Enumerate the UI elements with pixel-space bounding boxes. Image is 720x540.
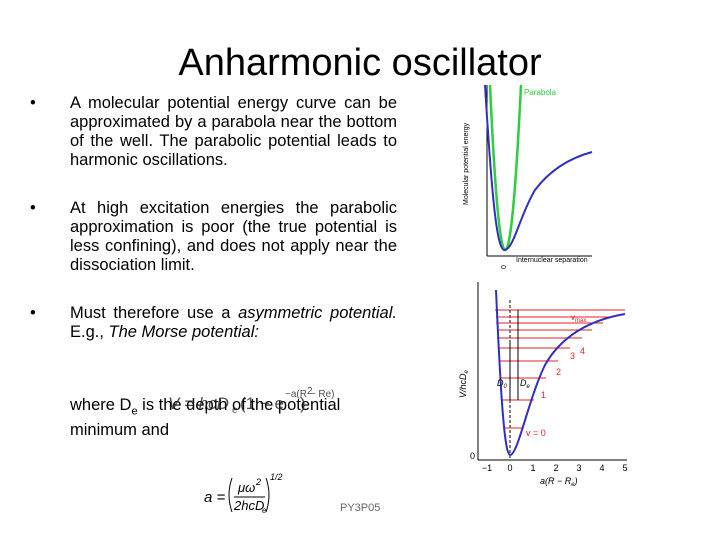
text-segment: Must therefore use a bbox=[70, 304, 239, 322]
axis-label: Molecular potential energy bbox=[463, 122, 470, 205]
subscript: e bbox=[131, 405, 138, 418]
subscript: e bbox=[527, 384, 531, 390]
x-tick-label: 3 bbox=[576, 463, 581, 473]
x-tick-label: 4 bbox=[599, 463, 604, 473]
x-tick-label: 2 bbox=[553, 463, 558, 473]
subscript: 0 bbox=[504, 384, 508, 390]
text-segment: D bbox=[520, 378, 527, 388]
legend-label: Parabola bbox=[524, 88, 557, 97]
level-label: vmax bbox=[571, 313, 586, 324]
text-segment: D bbox=[497, 378, 504, 388]
x-tick-label: 1 bbox=[530, 463, 535, 473]
axis-label: Internuclear separation bbox=[516, 257, 588, 264]
bullet-text: A molecular potential energy curve can b… bbox=[30, 94, 397, 170]
formula-part: 2 bbox=[255, 477, 261, 487]
level-label: 2 bbox=[556, 367, 561, 377]
text-segment: ) bbox=[574, 476, 578, 486]
level-label: 1 bbox=[541, 390, 546, 400]
bullet-text: At high excitation energies the paraboli… bbox=[30, 199, 397, 275]
level-label: v = 0 bbox=[526, 428, 546, 438]
level-label: 4 bbox=[580, 346, 585, 356]
morse-curve bbox=[484, 84, 593, 251]
text-segment: The Morse potential: bbox=[108, 323, 259, 341]
text-segment: where D bbox=[70, 396, 132, 414]
body-text: where De is the depth of the potential m… bbox=[70, 396, 390, 440]
a-formula: a = μω 2 2hcD e 1/2 bbox=[204, 472, 283, 515]
de-label: De bbox=[520, 378, 531, 390]
text-segment: v bbox=[571, 313, 575, 322]
subscript: e bbox=[571, 482, 575, 488]
x-tick-label: 5 bbox=[622, 463, 627, 473]
slide-title: Anharmonic oscillator bbox=[178, 42, 542, 84]
text-segment: is the depth of the potential minimum an… bbox=[70, 396, 341, 440]
formula-part: μω bbox=[237, 480, 255, 495]
text-segment: asymmetric potential. bbox=[238, 304, 397, 322]
subscript: e bbox=[464, 369, 470, 373]
energy-levels bbox=[495, 309, 625, 429]
text-segment: V/hcD bbox=[458, 373, 468, 398]
bullet-text: Must therefore use a asymmetric potentia… bbox=[30, 304, 397, 342]
x-tick-label: 0 bbox=[507, 463, 512, 473]
x-tick-label: −1 bbox=[482, 463, 492, 473]
subscript: max bbox=[575, 318, 586, 324]
text-segment: a(R − R bbox=[540, 476, 572, 486]
axis-label: V/hcDe bbox=[458, 369, 470, 398]
axis-label: a(R − Re) bbox=[540, 476, 578, 488]
parenthesis bbox=[228, 477, 270, 513]
morse-curve bbox=[495, 289, 626, 457]
footer: PY3P05 bbox=[340, 502, 381, 514]
figure-2: vmax 4 3 2 1 v = 0 D0 De V/hcDe 0 a(R − … bbox=[458, 282, 628, 488]
formula-part: 2hcD bbox=[233, 498, 264, 513]
text-segment: E.g., bbox=[70, 323, 109, 341]
level-label: 3 bbox=[570, 351, 575, 361]
formula-part: e bbox=[262, 506, 267, 515]
parabola-curve bbox=[488, 84, 523, 252]
d0-label: D0 bbox=[497, 378, 508, 390]
formula-part: 1/2 bbox=[270, 472, 283, 482]
formula-part: a = bbox=[204, 489, 226, 506]
origin-label: 0 bbox=[470, 451, 475, 461]
figure-1: Parabola Molecular potential energy Inte… bbox=[463, 84, 593, 269]
origin-label: 0 bbox=[501, 265, 508, 269]
